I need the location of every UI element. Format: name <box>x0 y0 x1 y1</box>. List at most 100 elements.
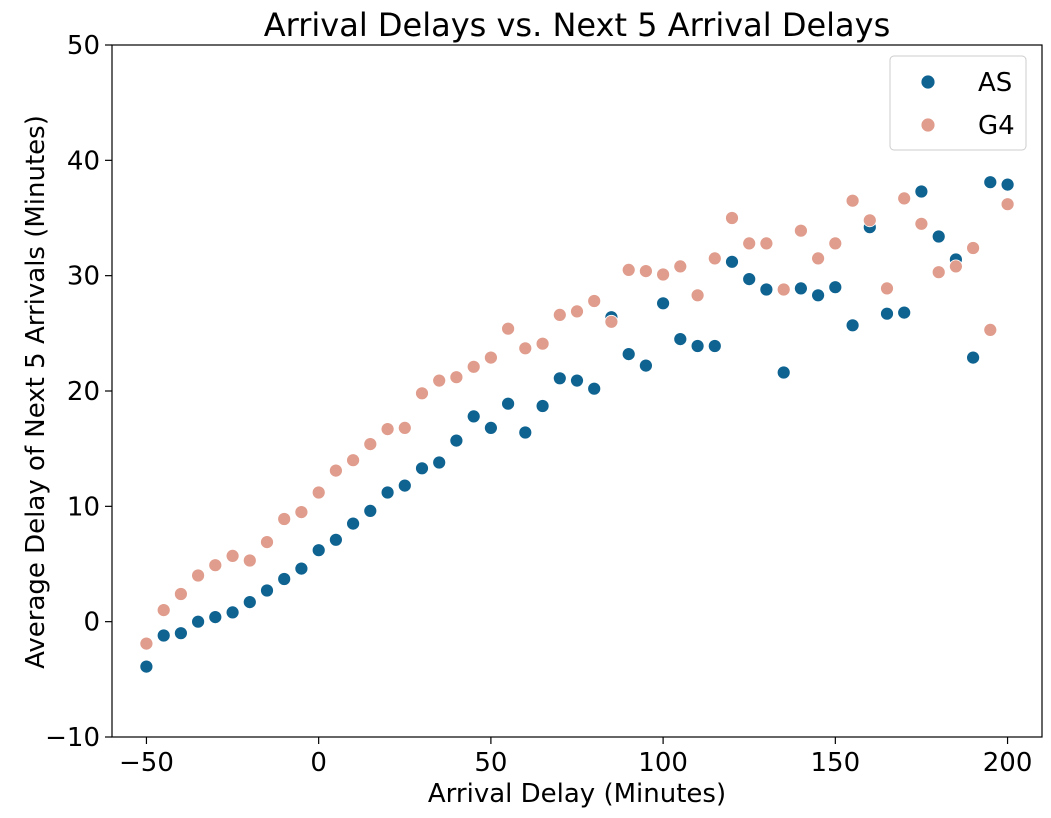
point-g4-37 <box>776 282 791 297</box>
point-g4-6 <box>242 553 257 568</box>
y-tick-label: −10 <box>45 723 100 753</box>
point-g4-40 <box>828 236 843 251</box>
point-g4-50 <box>1000 197 1015 212</box>
point-g4-49 <box>983 322 998 337</box>
point-as-9 <box>294 561 309 576</box>
data-points <box>139 175 1015 674</box>
point-as-17 <box>432 455 447 470</box>
point-as-0 <box>139 659 154 674</box>
point-g4-42 <box>862 213 877 228</box>
point-g4-38 <box>794 223 808 238</box>
point-as-49 <box>983 175 998 190</box>
point-g4-15 <box>397 420 412 435</box>
point-g4-39 <box>811 251 825 266</box>
point-g4-12 <box>346 453 361 468</box>
y-axis-label: Average Delay of Next 5 Arrivals (Minute… <box>21 115 51 669</box>
point-g4-14 <box>380 422 395 437</box>
point-as-34 <box>725 254 739 269</box>
point-as-50 <box>1000 177 1015 192</box>
point-g4-11 <box>328 463 343 478</box>
point-g4-4 <box>208 558 223 573</box>
legend: AS G4 <box>889 55 1027 151</box>
legend-label-g4: G4 <box>978 111 1015 141</box>
point-as-41 <box>845 318 860 333</box>
point-as-18 <box>449 433 464 448</box>
legend-marker-as <box>920 74 936 90</box>
point-g4-28 <box>621 262 636 277</box>
point-g4-7 <box>260 535 274 549</box>
y-tick-label: 30 <box>67 262 100 292</box>
point-as-46 <box>931 229 946 244</box>
point-g4-27 <box>604 314 619 329</box>
point-as-4 <box>208 610 223 624</box>
point-as-24 <box>552 371 567 386</box>
point-as-15 <box>397 478 412 493</box>
point-as-22 <box>518 425 533 440</box>
point-as-25 <box>570 373 584 388</box>
point-g4-44 <box>897 191 912 206</box>
point-as-35 <box>742 272 757 287</box>
point-g4-16 <box>415 386 429 401</box>
chart-title: Arrival Delays vs. Next 5 Arrival Delays <box>264 6 891 44</box>
point-g4-26 <box>587 294 602 308</box>
point-as-19 <box>466 409 481 424</box>
point-g4-33 <box>707 251 722 266</box>
point-as-48 <box>966 350 980 365</box>
point-g4-9 <box>294 505 309 519</box>
point-g4-34 <box>725 211 739 225</box>
point-g4-25 <box>570 304 584 319</box>
point-g4-19 <box>466 359 481 374</box>
point-g4-46 <box>931 265 946 280</box>
point-g4-43 <box>880 281 894 296</box>
x-tick-label: 150 <box>811 748 861 778</box>
point-g4-1 <box>156 603 171 617</box>
point-as-14 <box>380 485 395 500</box>
point-g4-10 <box>311 485 326 500</box>
point-as-45 <box>914 184 929 199</box>
point-as-11 <box>328 532 343 547</box>
point-g4-31 <box>673 259 688 274</box>
point-g4-20 <box>483 350 498 365</box>
point-as-2 <box>173 626 188 641</box>
point-g4-29 <box>639 264 653 279</box>
point-as-8 <box>277 572 292 586</box>
point-as-20 <box>483 420 498 435</box>
point-as-23 <box>535 399 550 413</box>
point-as-40 <box>828 280 843 295</box>
x-axis-label: Arrival Delay (Minutes) <box>428 779 726 809</box>
y-tick-label: 50 <box>67 31 100 61</box>
point-as-1 <box>156 628 171 643</box>
point-as-16 <box>415 461 429 476</box>
point-g4-5 <box>225 549 240 563</box>
point-as-33 <box>707 339 722 353</box>
point-g4-23 <box>535 336 550 351</box>
point-g4-41 <box>845 193 860 208</box>
point-g4-36 <box>759 236 774 251</box>
point-as-30 <box>656 296 670 311</box>
x-tick-label: 200 <box>983 748 1033 778</box>
point-g4-17 <box>432 373 447 388</box>
point-as-37 <box>776 365 791 380</box>
point-g4-3 <box>191 568 206 583</box>
point-as-12 <box>346 516 361 531</box>
point-g4-8 <box>277 512 292 526</box>
point-g4-21 <box>501 321 516 336</box>
point-g4-0 <box>139 636 154 651</box>
point-g4-47 <box>949 259 963 274</box>
point-g4-48 <box>966 241 980 255</box>
point-as-31 <box>673 332 688 347</box>
point-as-38 <box>794 281 808 296</box>
point-as-10 <box>311 543 326 558</box>
y-tick-label: 0 <box>83 608 100 638</box>
axes: −50 0 50 100 150 200 −10 0 10 20 30 40 50 <box>45 31 1043 778</box>
point-as-43 <box>880 306 894 321</box>
x-tick-label: 50 <box>474 748 507 778</box>
point-g4-18 <box>449 370 464 385</box>
point-g4-22 <box>518 341 533 356</box>
point-as-5 <box>225 605 240 620</box>
point-g4-13 <box>363 437 378 452</box>
point-as-29 <box>639 358 653 373</box>
point-as-7 <box>260 583 274 598</box>
